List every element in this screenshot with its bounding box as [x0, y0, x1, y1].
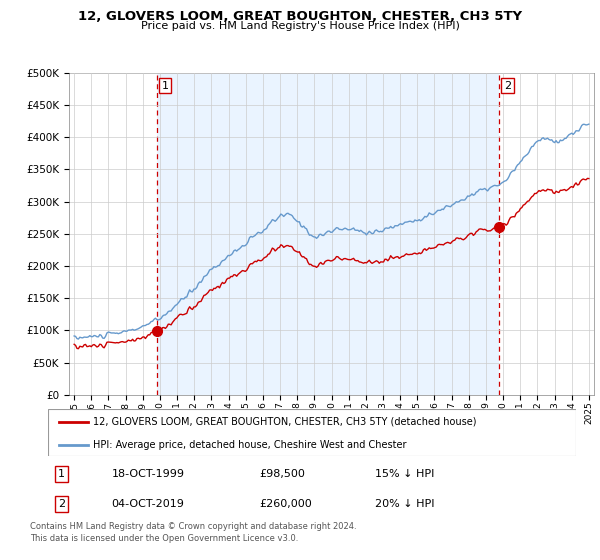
Text: 20% ↓ HPI: 20% ↓ HPI — [376, 499, 435, 509]
Text: 04-OCT-2019: 04-OCT-2019 — [112, 499, 184, 509]
Bar — [157, 73, 499, 395]
Text: 2: 2 — [504, 81, 511, 91]
Text: 12, GLOVERS LOOM, GREAT BOUGHTON, CHESTER, CH3 5TY: 12, GLOVERS LOOM, GREAT BOUGHTON, CHESTE… — [78, 10, 522, 22]
Text: Contains HM Land Registry data © Crown copyright and database right 2024.
This d: Contains HM Land Registry data © Crown c… — [30, 522, 356, 543]
Text: £260,000: £260,000 — [259, 499, 312, 509]
Text: 15% ↓ HPI: 15% ↓ HPI — [376, 469, 435, 479]
Text: Price paid vs. HM Land Registry's House Price Index (HPI): Price paid vs. HM Land Registry's House … — [140, 21, 460, 31]
Text: 18-OCT-1999: 18-OCT-1999 — [112, 469, 184, 479]
Text: 2: 2 — [58, 499, 65, 509]
Text: 12, GLOVERS LOOM, GREAT BOUGHTON, CHESTER, CH3 5TY (detached house): 12, GLOVERS LOOM, GREAT BOUGHTON, CHESTE… — [93, 417, 476, 427]
Text: HPI: Average price, detached house, Cheshire West and Chester: HPI: Average price, detached house, Ches… — [93, 440, 406, 450]
Text: £98,500: £98,500 — [259, 469, 305, 479]
Text: 1: 1 — [58, 469, 65, 479]
Text: 1: 1 — [161, 81, 169, 91]
